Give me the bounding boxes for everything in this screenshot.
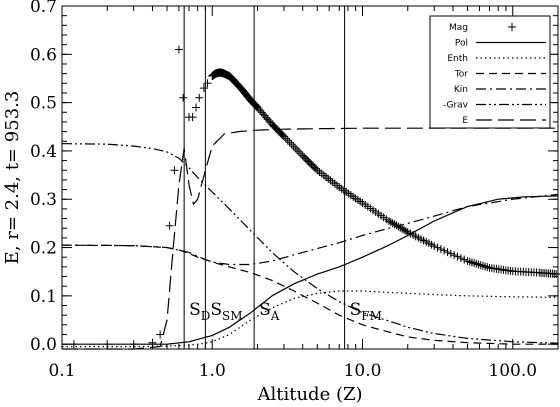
mag-point <box>179 93 188 102</box>
mag-point <box>203 79 212 88</box>
series-enth-line <box>62 290 559 348</box>
mag-point <box>443 248 452 257</box>
mag-point <box>285 138 294 147</box>
legend-label: Tor <box>454 70 468 80</box>
y-tick-label: 0.2 <box>30 239 57 259</box>
mag-point <box>165 221 174 230</box>
mag-point <box>195 93 204 102</box>
mag-point <box>453 252 462 261</box>
mag-point <box>294 147 303 156</box>
mag-point <box>433 243 442 252</box>
mag-point <box>319 171 328 180</box>
y-tick-label: 0.4 <box>30 142 57 162</box>
mag-point <box>470 259 479 268</box>
marker-label-d: SD <box>189 300 210 323</box>
legend-label: E <box>462 116 468 126</box>
y-tick-label: 0.7 <box>30 0 57 17</box>
mag-point <box>192 103 201 112</box>
x-tick-label: 1.0 <box>199 361 226 381</box>
series-pol-line <box>62 195 559 345</box>
mag-point <box>317 169 326 178</box>
y-tick-label: 0.5 <box>30 94 57 114</box>
series-grav-line <box>62 143 559 344</box>
mag-point <box>174 45 183 54</box>
mag-point <box>436 245 445 254</box>
legend-swatch <box>508 23 516 31</box>
mag-point <box>446 249 455 258</box>
series-mag-markers <box>69 45 560 349</box>
legend-label: Mag <box>449 23 468 33</box>
mag-point <box>328 178 337 187</box>
mag-point <box>450 251 459 260</box>
y-tick-label: 0.1 <box>30 287 57 307</box>
mag-point <box>281 134 290 143</box>
mag-point <box>474 260 483 269</box>
marker-label-sm: SSM <box>210 300 242 323</box>
series-tor-line <box>61 244 558 345</box>
x-tick-label: 0.1 <box>48 361 75 381</box>
mag-point <box>478 261 487 270</box>
mag-point <box>399 225 408 234</box>
mag-point <box>289 142 298 151</box>
y-tick-label: 0.6 <box>30 45 57 65</box>
mag-point <box>440 246 449 255</box>
mag-point <box>283 136 292 145</box>
mag-point <box>188 113 197 122</box>
legend-label: Pol <box>455 39 468 49</box>
mag-point <box>430 242 439 251</box>
mag-point <box>476 261 485 270</box>
y-tick-label: 0.3 <box>30 190 57 210</box>
mag-point <box>322 173 331 182</box>
y-tick-label: 0.0 <box>30 335 57 355</box>
x-tick-label: 100.0 <box>488 361 537 381</box>
mag-point <box>460 255 469 264</box>
marker-label-a: SA <box>259 300 280 323</box>
mag-point <box>330 179 339 188</box>
legend-label: Kin <box>454 85 468 95</box>
mag-point <box>326 176 335 185</box>
legend-label: Enth <box>447 54 468 64</box>
mag-point <box>324 174 333 183</box>
x-axis-title: Altitude (Z) <box>256 384 362 405</box>
mag-point <box>296 149 305 158</box>
mag-point <box>456 254 465 263</box>
mag-point <box>287 140 296 149</box>
series-e-line <box>62 127 558 350</box>
x-tick-label: 10.0 <box>344 361 382 381</box>
mag-point <box>472 259 481 268</box>
y-axis-title: E, r= 2.4, t= 953.3 <box>2 91 23 265</box>
mag-point <box>170 166 179 175</box>
marker-label-fm: SFM <box>350 300 382 323</box>
mag-point <box>293 145 302 154</box>
series-kin-line <box>61 193 559 266</box>
legend-label: -Grav <box>443 101 469 111</box>
mag-point <box>291 144 300 153</box>
mag-point <box>483 263 492 272</box>
mag-point <box>481 262 490 271</box>
legend-box <box>429 15 551 129</box>
mag-point <box>279 132 288 141</box>
mag-point <box>465 257 474 266</box>
mag-point <box>401 226 410 235</box>
mag-point <box>467 258 476 267</box>
plot-frame <box>61 5 559 350</box>
mag-point <box>199 84 208 93</box>
